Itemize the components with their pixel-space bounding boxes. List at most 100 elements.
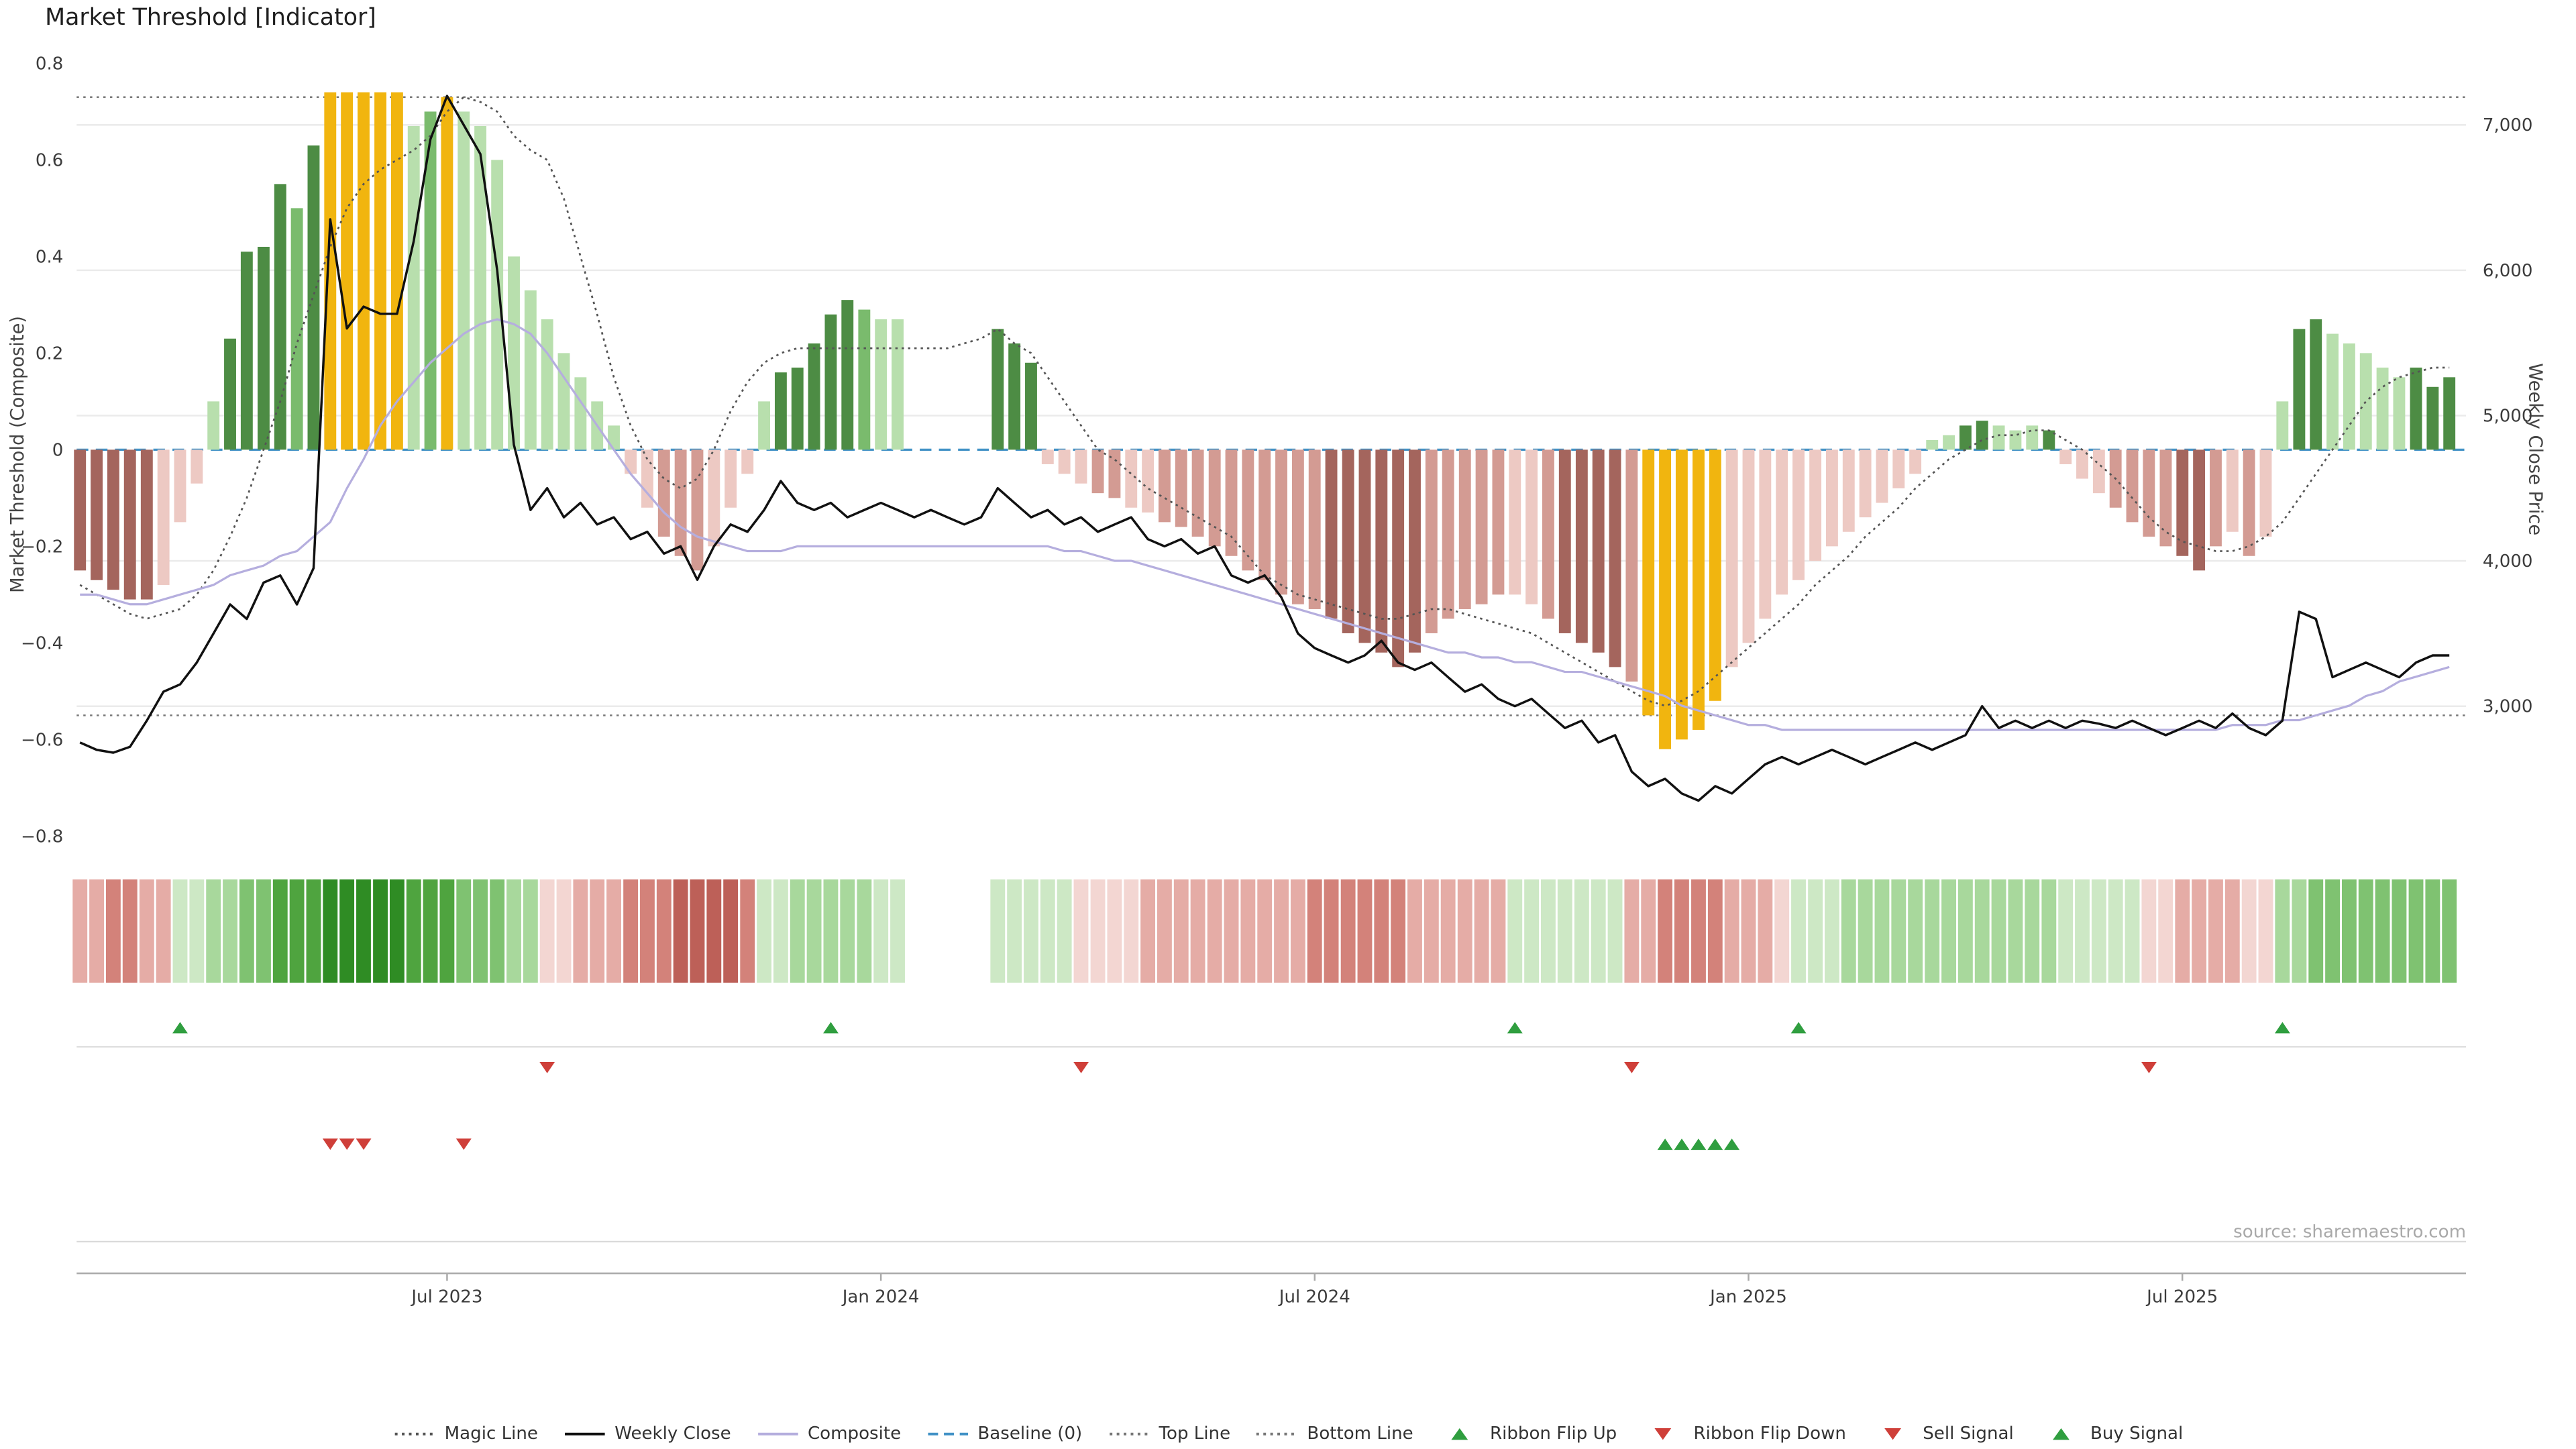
ribbon-cell [89, 879, 104, 983]
composite-bar [1859, 449, 1872, 518]
legend-item-bottom-line[interactable]: Bottom Line [1255, 1424, 1413, 1444]
ribbon-cell [890, 879, 905, 983]
composite-bar [441, 97, 453, 450]
ribbon-cell [439, 879, 455, 983]
ribbon-cell [690, 879, 705, 983]
composite-bar [724, 449, 737, 508]
ribbon-cell [2241, 879, 2257, 983]
ribbon-cell [1340, 879, 1356, 983]
ribbon-cell [1190, 879, 1205, 983]
threshold-tick-label: −0.8 [21, 826, 63, 847]
ribbon-cell [1024, 879, 1038, 983]
ribbon-cell [189, 879, 205, 983]
composite-bar [1609, 449, 1621, 667]
ribbon-cell [773, 879, 788, 983]
composite-bar [1642, 449, 1655, 716]
composite-bar [1458, 449, 1471, 609]
composite-bar [2193, 449, 2206, 571]
ribbon-cell [1841, 879, 1856, 983]
legend-glyph-solid-icon [757, 1432, 798, 1436]
ribbon-cell [556, 879, 572, 983]
composite-bar [107, 449, 119, 590]
legend-item-ribbon-flip-down[interactable]: Ribbon Flip Down [1642, 1424, 1846, 1444]
composite-bar [2393, 377, 2406, 450]
legend-glyph-tri-up-icon [1451, 1428, 1468, 1440]
ribbon-flip-down-marker [1623, 1062, 1640, 1073]
legend-glyph-dotted-icon [1256, 1432, 1297, 1436]
composite-bar [2210, 449, 2222, 547]
price-tick-label: 6,000 [2483, 261, 2533, 281]
legend-item-top-line[interactable]: Top Line [1107, 1424, 1230, 1444]
composite-bar [1058, 449, 1071, 474]
legend-item-baseline-0-[interactable]: Baseline (0) [926, 1424, 1082, 1444]
ribbon-cell [573, 879, 588, 983]
composite-bar [557, 353, 570, 450]
price-tick-label: 4,000 [2483, 551, 2533, 572]
legend-item-ribbon-flip-up[interactable]: Ribbon Flip Up [1438, 1424, 1617, 1444]
threshold-tick-label: −0.6 [21, 730, 63, 750]
ribbon-cell [1090, 879, 1106, 983]
ribbon-cell [1107, 879, 1122, 983]
composite-bar [1392, 449, 1405, 667]
composite-bar [2143, 449, 2155, 537]
legend-label: Buy Signal [2090, 1424, 2184, 1444]
composite-line [80, 318, 2450, 731]
ribbon-cell [1391, 879, 1406, 983]
ribbon-cell [2108, 879, 2123, 983]
composite-bar [858, 309, 871, 450]
legend-label: Magic Line [444, 1424, 538, 1444]
composite-bar [1709, 449, 1721, 701]
ribbon-cell [490, 879, 505, 983]
buy-signal-marker [1674, 1138, 1690, 1150]
ribbon-cell [1173, 879, 1189, 983]
composite-bar [1475, 449, 1488, 604]
composite-bar [1158, 449, 1171, 523]
composite-bar [741, 449, 754, 474]
composite-bar [1892, 449, 1905, 488]
composite-bar [1959, 425, 1972, 450]
threshold-tick-labels: 0.8 0.6 0.4 0.2 0 −0.2 −0.4 −0.6 −0.8 [21, 54, 63, 847]
legend-item-buy-signal[interactable]: Buy Signal [2039, 1424, 2183, 1444]
x-tick-label: Jan 2025 [1709, 1287, 1787, 1307]
ribbon-cell [2308, 879, 2324, 983]
composite-bar [2376, 367, 2389, 450]
ribbon-cell [1974, 879, 1990, 983]
composite-bar [1308, 449, 1321, 609]
composite-bar [1075, 449, 1087, 484]
legend-item-sell-signal[interactable]: Sell Signal [1871, 1424, 2014, 1444]
ribbon-cell [289, 879, 305, 983]
ribbon-cell [2008, 879, 2023, 983]
ribbon-cell [1357, 879, 1373, 983]
ribbon-cell [740, 879, 755, 983]
ribbon-cell [1541, 879, 1556, 983]
ribbon-cell [823, 879, 839, 983]
composite-bar [875, 319, 888, 450]
legend-label: Ribbon Flip Up [1489, 1424, 1617, 1444]
composite-bar [290, 208, 303, 450]
legend-item-weekly-close[interactable]: Weekly Close [563, 1424, 731, 1444]
composite-bar [892, 319, 904, 450]
composite-bar [1693, 449, 1705, 730]
legend-item-composite[interactable]: Composite [756, 1424, 901, 1444]
legend-item-magic-line[interactable]: Magic Line [393, 1424, 538, 1444]
composite-bar [2126, 449, 2139, 523]
ribbon-flip-up-marker [1507, 1022, 1523, 1034]
chart-plot-area[interactable] [76, 50, 2466, 849]
composite-bar [341, 92, 354, 450]
composite-bar [1825, 449, 1838, 547]
sell-signal-marker [322, 1138, 338, 1150]
composite-bar [1625, 449, 1638, 682]
ribbon-cell [172, 879, 188, 983]
ribbon-cell [456, 879, 472, 983]
threshold-tick-label: 0.6 [36, 150, 63, 170]
ribbon-cell [2192, 879, 2207, 983]
buy-signal-marker [1707, 1138, 1723, 1150]
composite-bar [207, 401, 220, 450]
ribbon-cell [2158, 879, 2174, 983]
composite-bar [358, 92, 370, 450]
ribbon-cell [223, 879, 237, 983]
ribbon-cell [1307, 879, 1322, 983]
ribbon-cell [239, 879, 254, 983]
ribbon-cell [990, 879, 1006, 983]
composite-bar [791, 367, 804, 450]
